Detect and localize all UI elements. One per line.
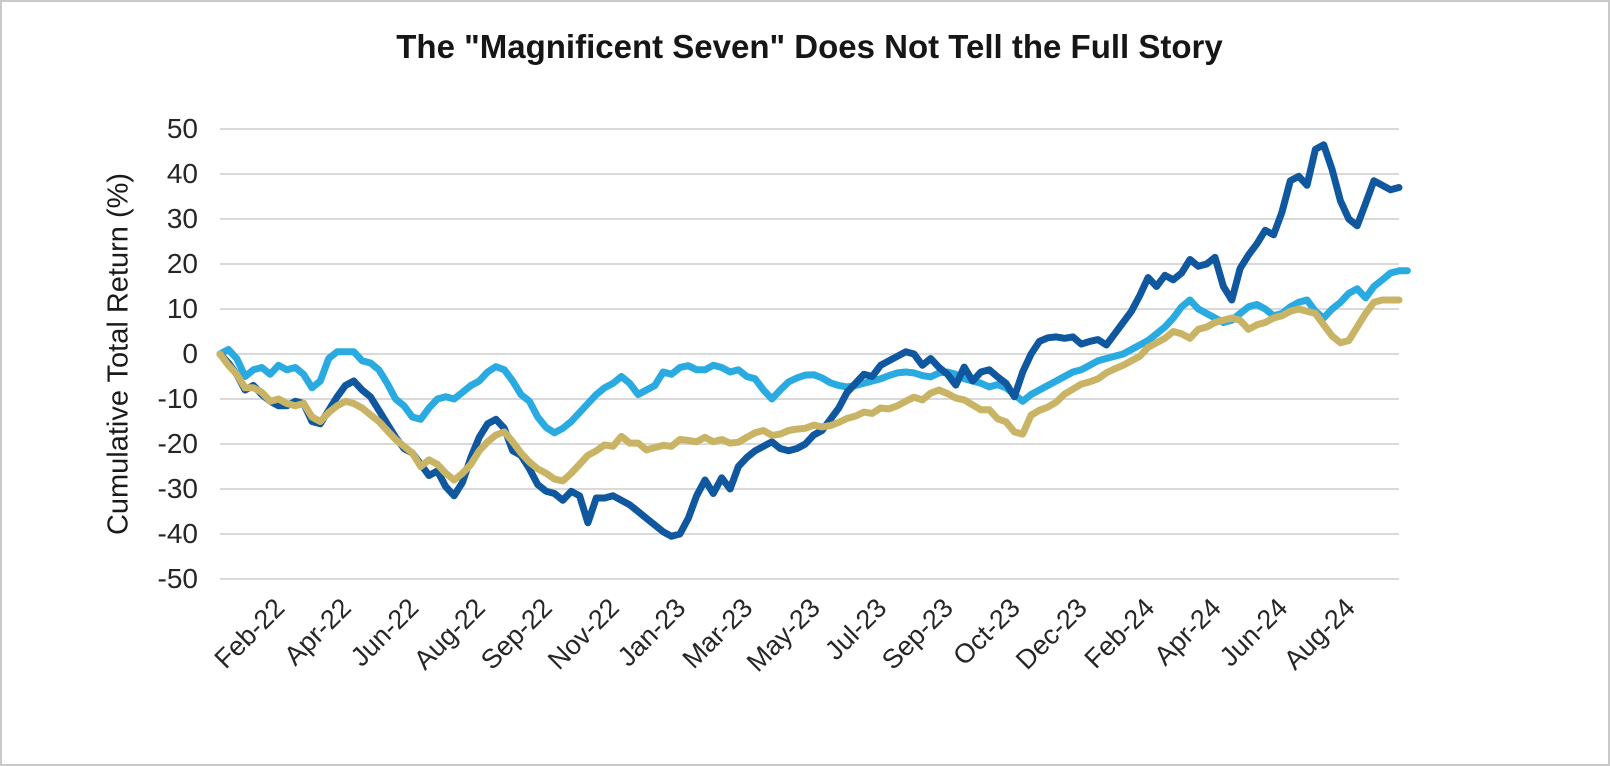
chart-title: The "Magnificent Seven" Does Not Tell th… (396, 28, 1223, 65)
y-tick-label: -50 (157, 563, 198, 594)
y-tick-label: 50 (166, 113, 198, 144)
series-dark-blue-line (216, 141, 1403, 540)
y-tick-label: 0 (182, 338, 198, 369)
y-tick-label: 20 (166, 248, 198, 279)
y-tick-label: -40 (157, 518, 198, 549)
y-tick-label: 30 (166, 203, 198, 234)
y-tick-label: 10 (166, 293, 198, 324)
y-tick-label: 40 (166, 158, 198, 189)
series-gold-line (216, 296, 1403, 485)
y-tick-label: -20 (157, 428, 198, 459)
y-tick-label: -30 (157, 473, 198, 504)
y-tick-label: -10 (157, 383, 198, 414)
series-light-blue-line (216, 267, 1411, 437)
